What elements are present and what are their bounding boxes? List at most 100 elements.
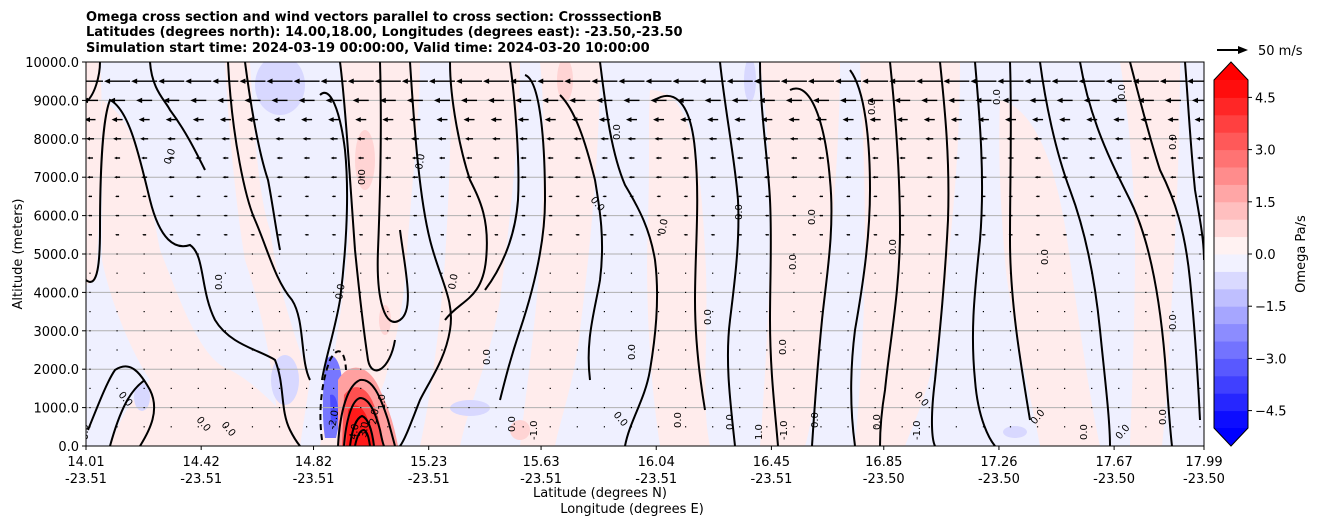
contour-line — [879, 62, 902, 446]
wind-vector-head — [194, 137, 199, 141]
wind-vector — [1064, 272, 1066, 274]
contour-line — [484, 62, 520, 291]
contour-label: 0.0 — [627, 344, 638, 360]
wind-vector — [224, 330, 226, 332]
wind-vector — [1036, 253, 1039, 255]
contour-label: 0.0 — [657, 218, 671, 236]
wind-vector-head — [650, 97, 657, 104]
wind-vector-head — [1087, 137, 1092, 141]
wind-vector-head — [115, 214, 118, 217]
wind-vector — [928, 253, 930, 255]
wind-vector-head — [77, 79, 83, 84]
wind-vector — [603, 426, 605, 428]
wind-vector-head — [298, 97, 305, 104]
wind-vector — [89, 407, 91, 409]
contour-line — [654, 94, 706, 411]
colorbar-extend-max — [1214, 62, 1248, 80]
wind-vector — [820, 291, 822, 293]
wind-vector — [1145, 311, 1147, 313]
wind-vector-head — [1137, 97, 1144, 104]
contour-line — [319, 92, 349, 381]
x-axis-label-lon: Longitude (degrees E) — [560, 502, 704, 517]
wind-vector-head — [737, 233, 740, 236]
x-tick-label-lon: -23.51 — [65, 472, 107, 487]
wind-vector-head — [304, 195, 307, 198]
contour-line — [376, 62, 409, 323]
wind-vector — [1064, 407, 1066, 409]
y-tick-label: 6000.0 — [34, 210, 80, 225]
wind-vector — [901, 253, 903, 255]
wind-vector-head — [817, 156, 821, 160]
colorbar-band — [1214, 219, 1248, 238]
contour-label: 0.0 — [673, 412, 684, 428]
contour-label: 0.0 — [1079, 424, 1090, 440]
wind-vector-head — [761, 117, 767, 123]
omega-negative-patch — [134, 383, 150, 411]
colorbar-band — [1214, 167, 1248, 185]
wind-vector — [224, 426, 226, 428]
x-tick-label-lat: 17.26 — [980, 455, 1017, 470]
wind-vector — [549, 311, 551, 313]
wind-vector — [657, 349, 660, 351]
quiver-key-label: 50 m/s — [1258, 44, 1303, 59]
wind-vector — [576, 407, 578, 409]
wind-vector — [333, 407, 335, 409]
colorbar-band — [1214, 288, 1248, 307]
x-tick-label-lon: -23.50 — [1093, 472, 1135, 487]
wind-vector — [224, 311, 226, 313]
wind-vector — [333, 387, 335, 389]
wind-vector — [170, 368, 172, 370]
wind-vector-head — [791, 195, 794, 198]
wind-vector — [766, 253, 768, 255]
wind-vector-head — [136, 97, 143, 104]
contour-line — [719, 62, 740, 446]
wind-vector — [955, 330, 957, 332]
wind-vector-head — [1089, 195, 1092, 198]
wind-vector-head — [763, 156, 767, 160]
wind-vector — [197, 407, 199, 409]
wind-vector-head — [439, 214, 442, 217]
wind-vector — [305, 387, 308, 389]
wind-vector-head — [816, 137, 821, 141]
wind-vector-head — [347, 78, 354, 84]
contour-label: 0.0 — [1117, 84, 1128, 100]
wind-vector — [143, 426, 145, 428]
wind-vector-head — [196, 195, 199, 198]
wind-vector — [143, 291, 145, 293]
wind-vector-head — [113, 137, 118, 141]
wind-vector — [143, 349, 145, 351]
wind-vector-head — [401, 78, 408, 84]
wind-vector-head — [763, 175, 767, 179]
contour-label: 0.0 — [810, 412, 821, 428]
wind-vector — [712, 426, 714, 428]
wind-vector-head — [1089, 214, 1092, 217]
wind-vector — [1036, 291, 1039, 293]
wind-vector-head — [1035, 195, 1038, 198]
wind-vector-head — [736, 175, 740, 179]
wind-vector — [1091, 253, 1093, 255]
x-tick-label-lon: -23.51 — [293, 472, 335, 487]
wind-vector-head — [815, 117, 821, 123]
wind-vector-head — [548, 233, 551, 236]
wind-vector-head — [410, 137, 415, 141]
wind-vector — [251, 272, 254, 274]
wind-vector-head — [682, 175, 686, 179]
wind-vector-head — [1007, 156, 1011, 160]
wind-vector-head — [277, 233, 280, 236]
wind-vector-head — [329, 137, 334, 141]
wind-vector-head — [1115, 156, 1119, 160]
wind-vector — [1064, 311, 1066, 313]
wind-vector-head — [1024, 78, 1031, 84]
wind-vector-head — [222, 175, 226, 179]
wind-vector — [820, 426, 822, 428]
wind-vector — [441, 426, 443, 428]
wind-vector — [495, 407, 497, 409]
wind-vector-head — [873, 195, 876, 198]
wind-vector-head — [862, 78, 869, 84]
wind-vector — [739, 311, 741, 313]
wind-vector — [874, 253, 876, 255]
wind-vector — [630, 253, 633, 255]
wind-vector-head — [953, 175, 957, 179]
wind-vector — [1009, 253, 1012, 255]
wind-vector-head — [574, 156, 578, 160]
